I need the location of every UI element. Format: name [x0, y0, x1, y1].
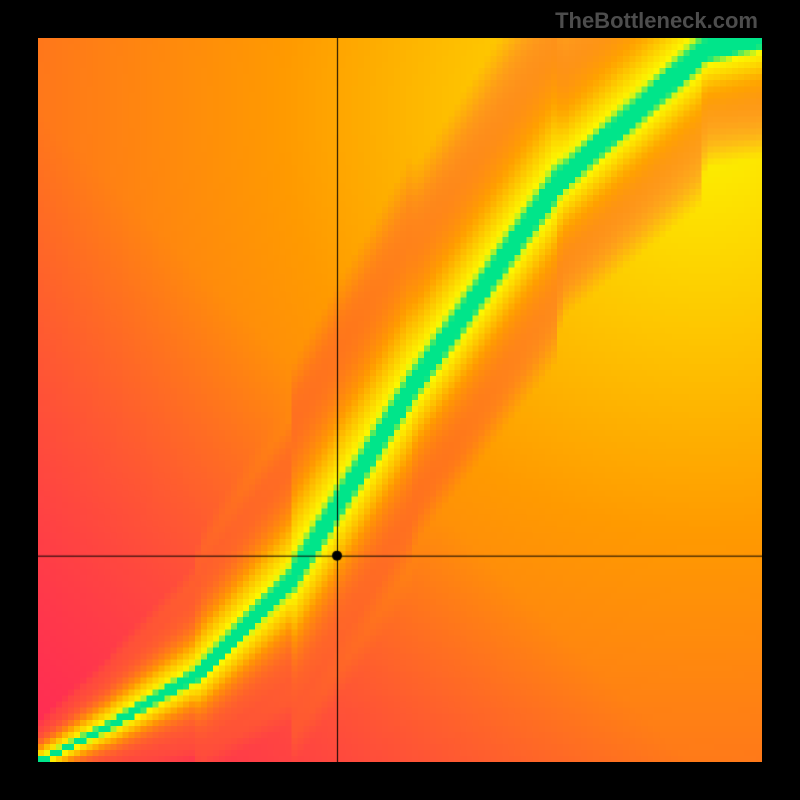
plot-area — [38, 38, 762, 762]
chart-outer: TheBottleneck.com — [0, 0, 800, 800]
watermark-text: TheBottleneck.com — [555, 8, 758, 34]
crosshair-overlay — [38, 38, 762, 762]
